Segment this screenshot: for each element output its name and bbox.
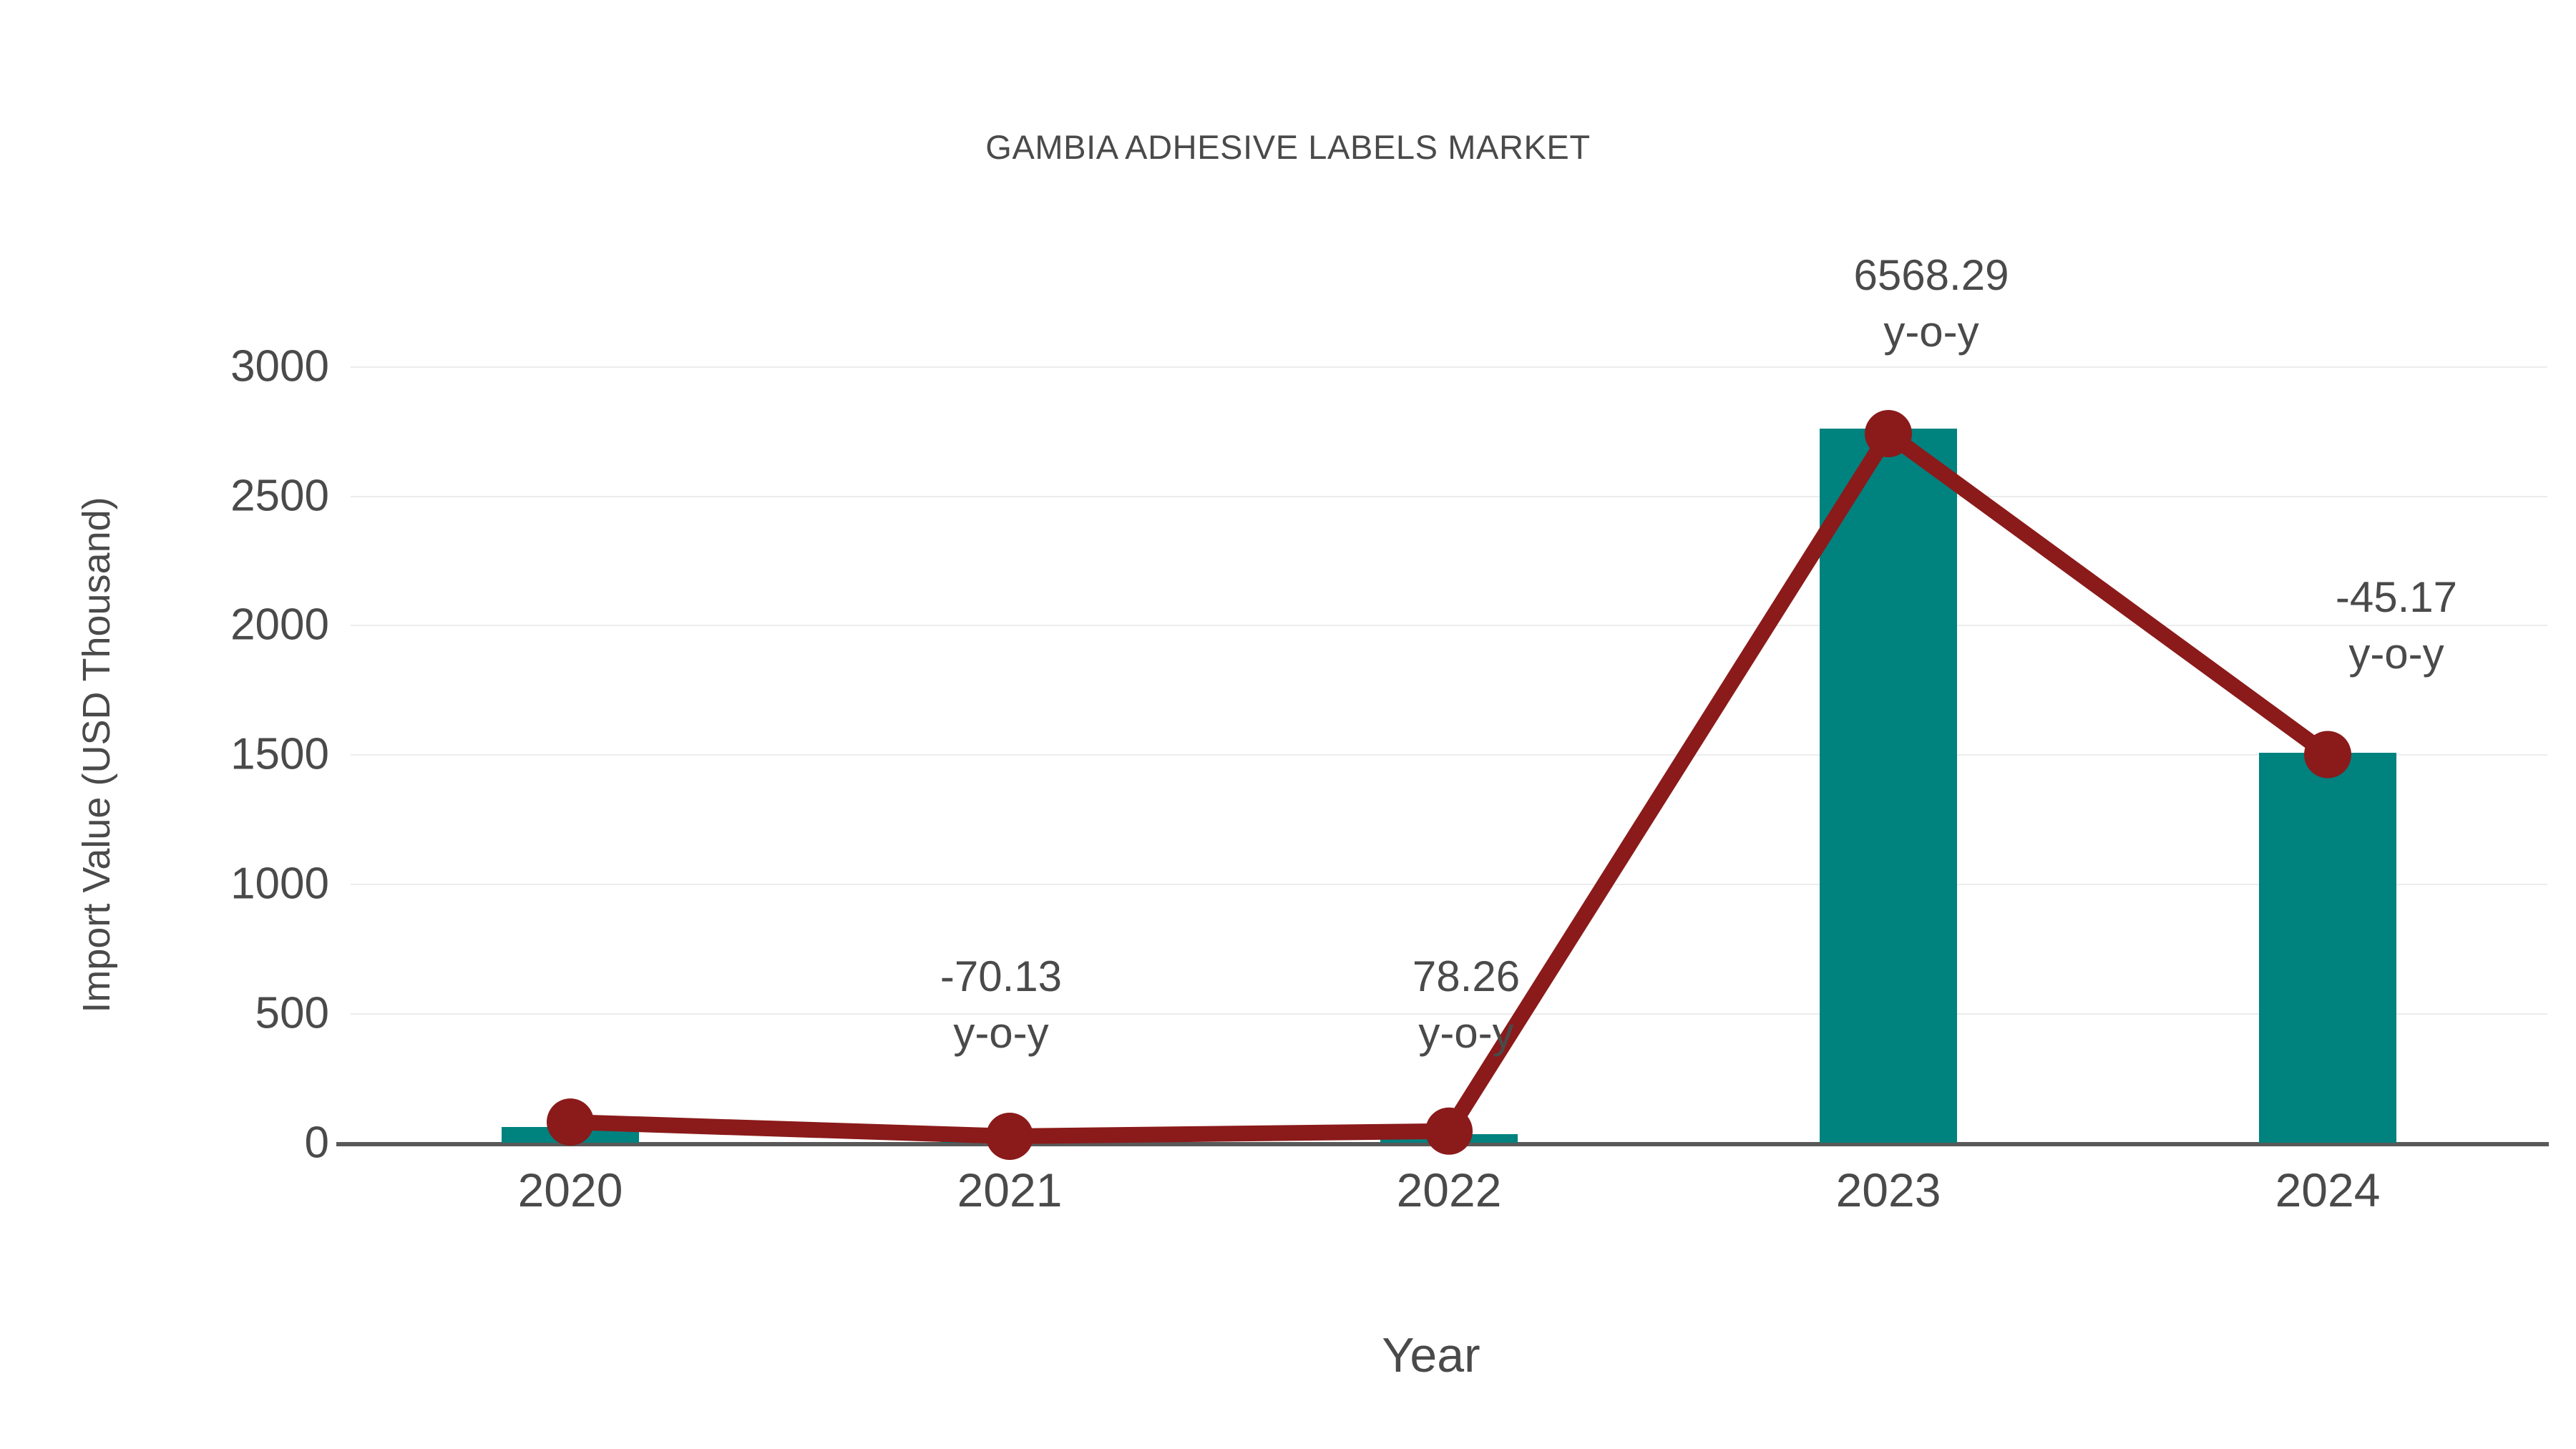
y-tick-label: 0 xyxy=(304,1118,329,1168)
bar-2020[interactable] xyxy=(501,1126,640,1143)
annotation-2024-value: -45.17 xyxy=(2335,573,2458,621)
x-tick-label-2020: 2020 xyxy=(517,1163,623,1216)
y-tick-label: 1000 xyxy=(230,859,329,909)
x-tick-label-2024: 2024 xyxy=(2275,1163,2381,1216)
bar-2024[interactable] xyxy=(2258,752,2397,1143)
yoy-marker-2021[interactable] xyxy=(986,1112,1033,1160)
gridline xyxy=(351,754,2547,756)
y-tick-label: 1500 xyxy=(230,729,329,779)
yoy-marker-2022[interactable] xyxy=(1425,1107,1473,1155)
y-tick-label: 3000 xyxy=(230,341,329,391)
bar-2021[interactable] xyxy=(940,1138,1079,1143)
annotation-2023-value: 6568.29 xyxy=(1853,251,2009,299)
bar-2022[interactable] xyxy=(1380,1134,1518,1143)
gridline xyxy=(351,366,2547,368)
gridline xyxy=(351,625,2547,626)
gridline xyxy=(351,496,2547,497)
annotation-2021-value: -70.13 xyxy=(940,952,1063,1000)
annotation-2024-sub: y-o-y xyxy=(2348,630,2444,678)
x-axis-title: Year xyxy=(1382,1328,1480,1382)
annotation-2023-sub: y-o-y xyxy=(1883,308,1979,356)
gridline xyxy=(351,884,2547,885)
annotation-2021: -70.13 y-o-y xyxy=(836,948,1166,1061)
bar-2023[interactable] xyxy=(1819,428,1958,1143)
chart-title: GAMBIA ADHESIVE LABELS MARKET xyxy=(985,128,1591,166)
annotation-2024: -45.17 y-o-y xyxy=(2232,569,2561,682)
y-tick-label: 2500 xyxy=(230,471,329,521)
y-tick-label: 2000 xyxy=(230,600,329,650)
x-tick-label-2023: 2023 xyxy=(1835,1163,1941,1216)
annotation-2022-value: 78.26 xyxy=(1412,952,1521,1000)
annotation-2023: 6568.29 y-o-y xyxy=(1767,247,2096,360)
y-tick-label: 500 xyxy=(255,988,329,1038)
x-tick-label-2022: 2022 xyxy=(1396,1163,1502,1216)
x-tick-label-2021: 2021 xyxy=(957,1163,1063,1216)
annotation-2022: 78.26 y-o-y xyxy=(1302,948,1631,1061)
annotation-2021-sub: y-o-y xyxy=(953,1009,1049,1058)
annotation-2022-sub: y-o-y xyxy=(1418,1009,1514,1058)
